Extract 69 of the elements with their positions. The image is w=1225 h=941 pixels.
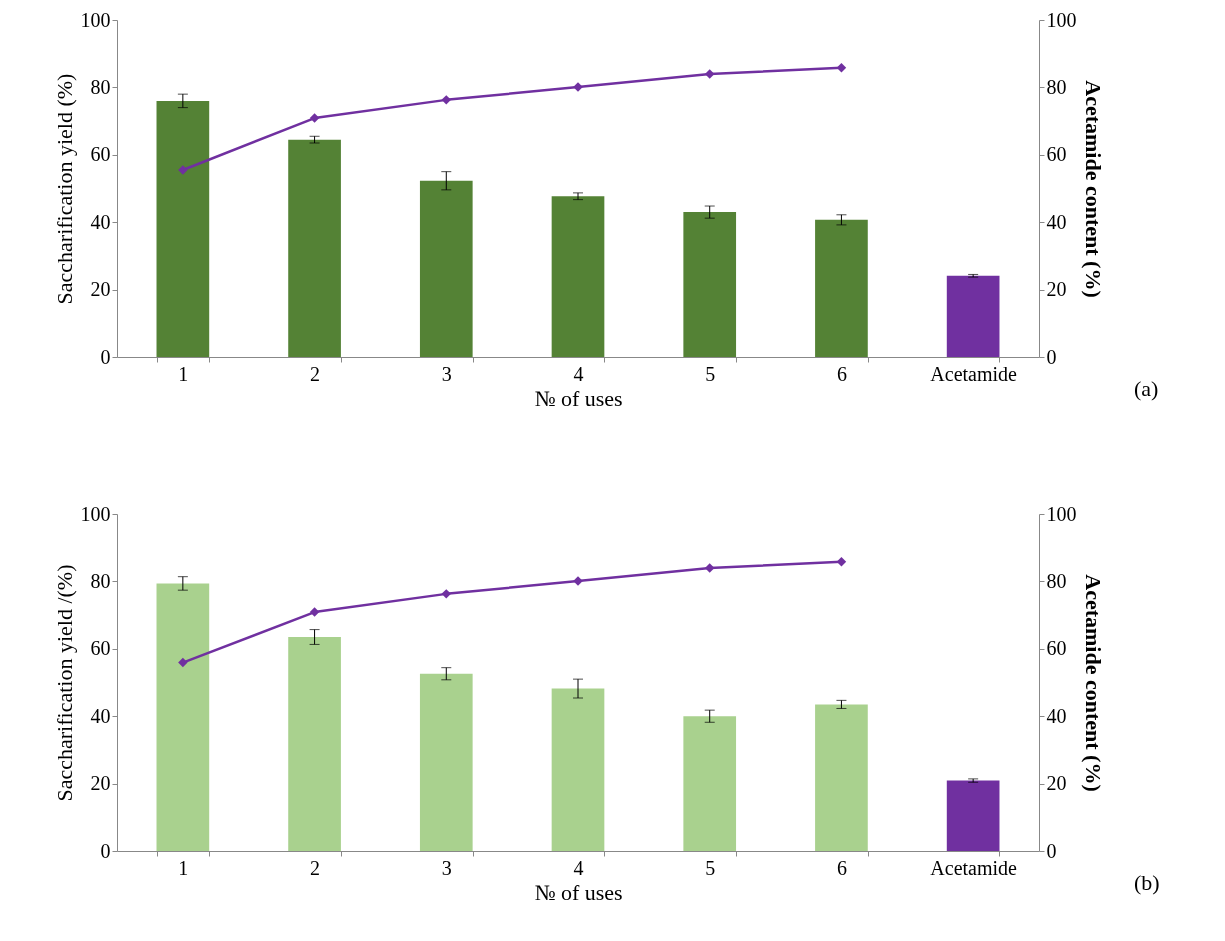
x-tick-label: 6	[836, 362, 847, 385]
x-axis-title: № of uses	[534, 385, 623, 411]
y2-axis-title: Acetamide content (%)	[1080, 80, 1106, 298]
x-tick-label: 2	[310, 362, 321, 385]
y2-axis-title: Acetamide content (%)	[1080, 574, 1106, 792]
point	[178, 657, 188, 668]
x-tick-label: 4	[573, 856, 584, 879]
y-tick-label: 100	[80, 8, 111, 31]
point	[704, 563, 715, 573]
y-tick-label: 60	[90, 637, 111, 660]
point	[704, 69, 715, 79]
x-tick-label: 5	[705, 856, 716, 879]
y2-tick-label: 100	[1046, 502, 1077, 525]
x-tick-label: 6	[836, 856, 847, 879]
x-tick-label: 1	[178, 856, 189, 879]
y-tick-label: 0	[100, 839, 111, 862]
y-tick-label: 20	[90, 278, 111, 301]
x-tick-label: 2	[310, 856, 321, 879]
bar	[156, 100, 210, 357]
text: (b)	[1134, 870, 1160, 895]
bar	[156, 583, 210, 851]
y-tick-label: 20	[90, 772, 111, 795]
bar	[288, 139, 341, 357]
bar	[419, 180, 473, 357]
bar	[551, 688, 605, 851]
point	[836, 557, 847, 567]
bar	[946, 275, 1000, 357]
y-tick-label: 100	[80, 502, 111, 525]
bar	[551, 196, 605, 357]
y2-tick-label: 60	[1046, 637, 1067, 660]
bar	[946, 780, 1000, 851]
y2-tick-label: 100	[1046, 8, 1077, 31]
point	[309, 113, 320, 123]
x-tick-label: 1	[178, 362, 189, 385]
bar	[419, 673, 473, 851]
point	[836, 63, 847, 73]
y-tick-label: 0	[100, 345, 111, 368]
point	[441, 95, 452, 105]
x-axis-title: № of uses	[534, 879, 623, 905]
y2-tick-label: 40	[1046, 704, 1067, 727]
y-axis-title: Saccharification yield (%)	[51, 73, 77, 305]
y-tick-label: 40	[90, 704, 111, 727]
y2-tick-label: 0	[1046, 839, 1057, 862]
bar	[683, 212, 737, 357]
text: (a)	[1134, 376, 1159, 401]
x-tick-label: Acetamide	[930, 856, 1018, 879]
bar	[815, 219, 868, 357]
y-tick-label: 80	[90, 75, 111, 98]
y-tick-label: 80	[90, 569, 111, 592]
x-tick-label: 5	[705, 362, 716, 385]
y2-tick-label: 40	[1046, 210, 1067, 233]
y2-tick-label: 60	[1046, 143, 1067, 166]
x-tick-label: 3	[441, 362, 452, 385]
bar	[815, 704, 868, 851]
y2-tick-label: 80	[1046, 569, 1067, 592]
bar	[288, 637, 341, 851]
point	[441, 589, 452, 599]
x-tick-label: 4	[573, 362, 584, 385]
bar	[683, 716, 737, 851]
y2-tick-label: 20	[1046, 772, 1067, 795]
y-tick-label: 40	[90, 210, 111, 233]
y2-tick-label: 20	[1046, 278, 1067, 301]
x-tick-label: Acetamide	[930, 362, 1018, 385]
point	[309, 607, 320, 617]
y2-tick-label: 80	[1046, 75, 1067, 98]
y2-tick-label: 0	[1046, 345, 1057, 368]
y-tick-label: 60	[90, 143, 111, 166]
y-axis-title: Saccharification yield /(%)	[51, 564, 77, 802]
x-tick-label: 3	[441, 856, 452, 879]
